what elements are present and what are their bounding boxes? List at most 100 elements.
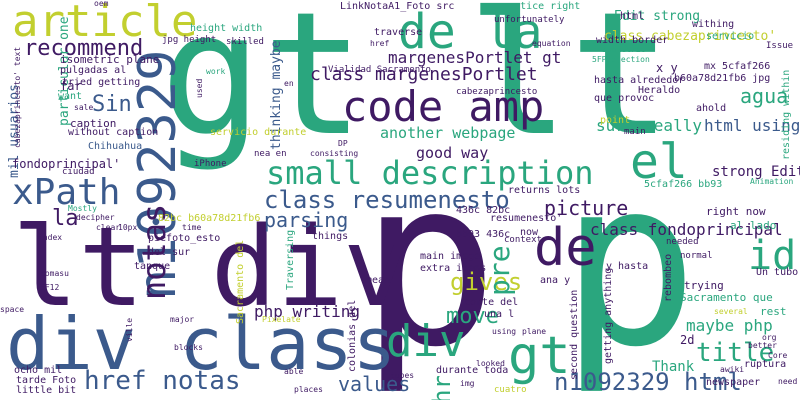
word: sure really: [596, 116, 702, 135]
word: another webpage: [380, 124, 516, 142]
word: places: [294, 385, 323, 394]
word: awiki: [720, 365, 745, 374]
word: used: [195, 78, 204, 98]
word: en: [284, 79, 294, 88]
word: bb93 436c: [456, 229, 511, 240]
word: recommend: [24, 36, 144, 61]
word: fondoprincipal': [12, 157, 121, 171]
word: Heraldo: [638, 85, 681, 96]
word: cuatro: [494, 385, 527, 395]
word: work: [206, 67, 226, 76]
word: gt: [508, 326, 571, 386]
word: able: [284, 367, 304, 376]
word: ahold: [696, 103, 727, 114]
word: y hasta: [606, 261, 649, 272]
word: resumenesto': [490, 213, 563, 224]
word: Animation: [750, 177, 794, 186]
word: practice right: [496, 1, 581, 12]
word: oem: [94, 0, 109, 8]
word: several: [714, 307, 748, 316]
word: main: [624, 127, 646, 137]
word: al lado: [730, 219, 777, 232]
word: index: [38, 233, 63, 242]
word: extra items: [420, 263, 487, 274]
word: org: [762, 333, 777, 342]
word: ana y: [540, 275, 571, 286]
word: want: [58, 91, 83, 102]
word: major: [170, 315, 195, 324]
word: blocks: [174, 343, 203, 352]
word: hr: [428, 375, 456, 400]
word: x y: [656, 61, 678, 75]
word: equation: [532, 39, 571, 48]
word: trying: [684, 279, 724, 292]
word: ruptura: [744, 359, 787, 370]
word: returns lots: [508, 185, 581, 196]
word: jpg height: [162, 35, 217, 45]
word: corte del: [464, 297, 519, 308]
word: unfortunately: [494, 15, 565, 25]
word: small description: [266, 154, 594, 192]
word: skilled: [226, 37, 264, 47]
word: Pixelate: [262, 315, 301, 324]
word: far: [60, 79, 82, 93]
word: durante toda: [436, 365, 509, 376]
word: 5FProjection: [592, 55, 650, 64]
word: lt div: [12, 203, 410, 331]
word: without caption: [68, 127, 159, 138]
word: href notas: [84, 366, 241, 396]
word: Un tubo: [756, 267, 799, 278]
word: Chihuahua: [88, 141, 143, 152]
word: pre: [483, 245, 516, 296]
word: strong Edit: [712, 164, 800, 180]
word: Vialidad Sacramento: [328, 65, 431, 75]
word: Thank: [652, 359, 695, 375]
word: img: [460, 379, 475, 388]
word: que provoc: [594, 93, 655, 104]
word: class margenesPortlet: [310, 64, 538, 85]
word: tubes: [390, 371, 415, 380]
word: values: [338, 372, 411, 396]
word: Core: [768, 351, 788, 360]
word: rebombeo: [663, 253, 674, 302]
word: Sin: [92, 92, 132, 117]
word: mx 5cfaf266: [704, 61, 771, 72]
word: little bit: [16, 385, 77, 396]
word: isometric plane: [60, 53, 160, 66]
word: class fondoprincipal: [590, 220, 783, 239]
word: b60a78d21fb6 jpg: [674, 73, 771, 84]
word: decipher: [76, 213, 115, 222]
word: getting anything: [603, 267, 614, 364]
word: piefoto_esto: [148, 233, 221, 244]
word: div class: [6, 302, 397, 386]
word: pulgadas al: [60, 65, 127, 76]
word: p: [560, 131, 699, 398]
word: 5F12: [40, 283, 60, 292]
word: using: [492, 327, 517, 336]
word: href: [370, 39, 390, 48]
word: looked: [476, 359, 505, 368]
word: class resumenesto: [264, 186, 510, 214]
word: right now: [706, 205, 766, 218]
word: ville: [125, 317, 134, 342]
word: gt lt: [160, 0, 672, 174]
word: height width: [190, 23, 263, 34]
word: 82bc b60a78d21fb6: [158, 213, 261, 224]
word: id: [748, 233, 797, 279]
word: need: [778, 377, 798, 386]
word: time: [182, 223, 202, 232]
word: point: [600, 115, 631, 126]
word: ocho mil: [14, 365, 63, 376]
word: clear: [96, 223, 121, 232]
word: traverse: [374, 27, 423, 38]
word: move: [446, 304, 499, 329]
word: withing: [692, 19, 735, 30]
word: mean: [366, 275, 391, 286]
word: Sacramento del: [235, 239, 246, 324]
word: rest: [760, 305, 787, 318]
word: normal: [680, 251, 713, 261]
word: margenesPortlet gt: [388, 48, 562, 67]
word: gives: [450, 268, 523, 296]
word: la: [52, 206, 79, 231]
word: context: [504, 235, 542, 245]
